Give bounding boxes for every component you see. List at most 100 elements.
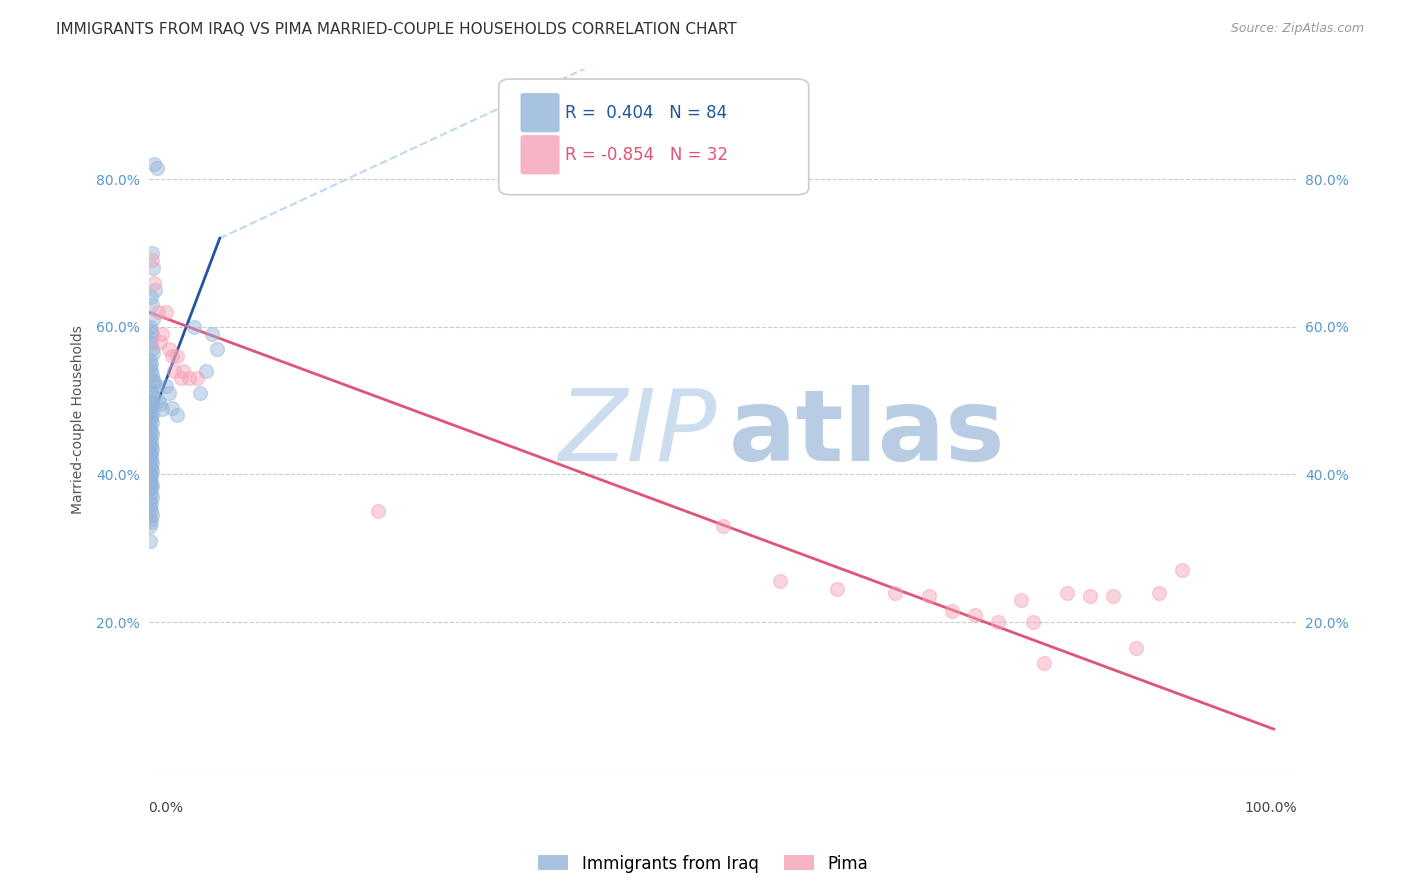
Text: atlas: atlas [728, 384, 1005, 482]
Point [139, 364, 162, 378]
Point [138, 445, 160, 459]
Point [141, 397, 163, 411]
Point [139, 447, 162, 461]
Point [142, 345, 165, 359]
Point [138, 519, 160, 533]
Point [166, 349, 188, 363]
Point [201, 327, 224, 342]
Text: R =  0.404   N = 84: R = 0.404 N = 84 [565, 103, 727, 121]
Point [149, 397, 172, 411]
Point [145, 379, 167, 393]
Point [139, 357, 162, 371]
Point [145, 283, 167, 297]
Point [139, 478, 162, 492]
Point [141, 508, 163, 522]
Point [138, 452, 160, 467]
Point [918, 589, 941, 603]
Point [139, 395, 162, 409]
Point [141, 298, 163, 312]
Point [186, 371, 208, 385]
Text: 100.0%: 100.0% [1244, 801, 1296, 815]
Point [138, 431, 160, 445]
Text: 0.0%: 0.0% [149, 801, 184, 815]
Point [138, 467, 160, 482]
Point [155, 379, 177, 393]
Legend: Immigrants from Iraq, Pima: Immigrants from Iraq, Pima [531, 848, 875, 880]
Point [139, 461, 162, 475]
Point [138, 319, 160, 334]
Point [139, 475, 162, 489]
Point [141, 342, 163, 356]
Text: R = -0.854   N = 32: R = -0.854 N = 32 [565, 145, 728, 164]
Point [141, 368, 163, 382]
Point [138, 533, 160, 548]
Point [139, 336, 162, 351]
Point [138, 493, 160, 508]
Point [142, 390, 165, 404]
Point [139, 504, 162, 518]
Point [138, 438, 160, 452]
Point [160, 401, 183, 415]
Point [1078, 589, 1101, 603]
Point [883, 585, 905, 599]
Point [138, 475, 160, 489]
Point [188, 386, 211, 401]
Point [139, 324, 162, 338]
Point [1010, 593, 1032, 607]
Point [141, 327, 163, 342]
Text: ZIP: ZIP [558, 384, 717, 482]
Point [145, 161, 167, 176]
Point [138, 331, 160, 345]
Point [143, 276, 166, 290]
Point [150, 402, 173, 417]
Point [172, 364, 194, 378]
Point [141, 478, 163, 492]
Text: IMMIGRANTS FROM IRAQ VS PIMA MARRIED-COUPLE HOUSEHOLDS CORRELATION CHART: IMMIGRANTS FROM IRAQ VS PIMA MARRIED-COU… [56, 22, 737, 37]
Point [1171, 563, 1194, 577]
Point [138, 500, 160, 515]
Point [1056, 585, 1078, 599]
Point [146, 305, 169, 319]
Point [139, 383, 162, 397]
Point [138, 482, 160, 496]
Point [139, 405, 162, 419]
Point [1021, 615, 1043, 629]
Point [138, 409, 160, 424]
Point [1147, 585, 1170, 599]
Point [139, 290, 162, 304]
Point [141, 442, 163, 456]
Point [711, 519, 734, 533]
Point [143, 157, 166, 171]
Point [139, 497, 162, 511]
Point [141, 416, 163, 430]
Point [142, 312, 165, 326]
Point [941, 604, 963, 618]
Point [146, 393, 169, 408]
Point [138, 512, 160, 526]
Point [139, 516, 162, 530]
Point [769, 574, 792, 589]
Point [138, 460, 160, 475]
FancyBboxPatch shape [499, 79, 808, 194]
Point [139, 434, 162, 449]
Point [987, 615, 1010, 629]
Point [141, 456, 163, 470]
Point [138, 353, 160, 368]
Point [142, 260, 165, 275]
FancyBboxPatch shape [520, 93, 560, 132]
Point [138, 423, 160, 437]
Point [138, 471, 160, 485]
Point [138, 393, 160, 408]
Point [141, 246, 163, 260]
Point [827, 582, 849, 596]
Point [141, 426, 163, 441]
Point [1102, 589, 1125, 603]
Point [155, 305, 177, 319]
Point [149, 334, 172, 349]
Point [139, 449, 162, 463]
Point [142, 373, 165, 387]
Point [177, 371, 200, 385]
Point [141, 490, 163, 504]
Point [1125, 640, 1147, 655]
Point [141, 386, 163, 401]
